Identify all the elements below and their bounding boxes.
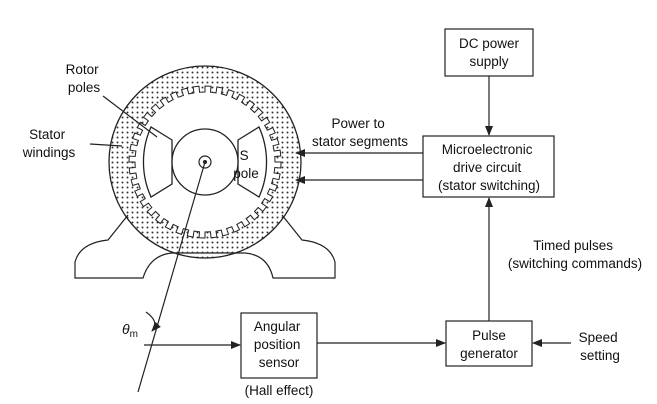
rotor-pole-right [237,126,268,198]
rotor-poles-label: Rotor poles [66,62,103,95]
hall-effect-label: (Hall effect) [245,383,314,398]
stator-windings-leader [89,143,123,147]
drive-circuit-box: Microelectronic drive circuit (stator sw… [422,135,555,198]
rotor-poles-leader [102,95,158,138]
dc-power-supply-box: DC power supply [444,28,534,77]
pulse-generator-box: Pulse generator [445,320,533,367]
power-to-stator-label: Power to stator segments [312,116,408,149]
svg-text:Angular position s: Angular position sensor [254,319,304,370]
svg-text:Microelectronic drive ci: Microelectronic drive circuit (stator sw… [438,142,540,193]
rotor-pole-left [142,126,173,198]
s-pole-label: S pole [233,148,259,181]
angular-position-sensor-box: Angular position sensor [240,312,318,379]
theta-arc-arrow [145,311,161,332]
theta-label: θm [122,321,138,340]
rotor-angle-line [137,161,206,393]
stator-windings-label: Stator windings [22,127,76,160]
motor [74,65,336,279]
timed-pulses-label: Timed pulses (switching commands) [508,238,642,271]
speed-setting-label: Speed setting [579,330,622,363]
